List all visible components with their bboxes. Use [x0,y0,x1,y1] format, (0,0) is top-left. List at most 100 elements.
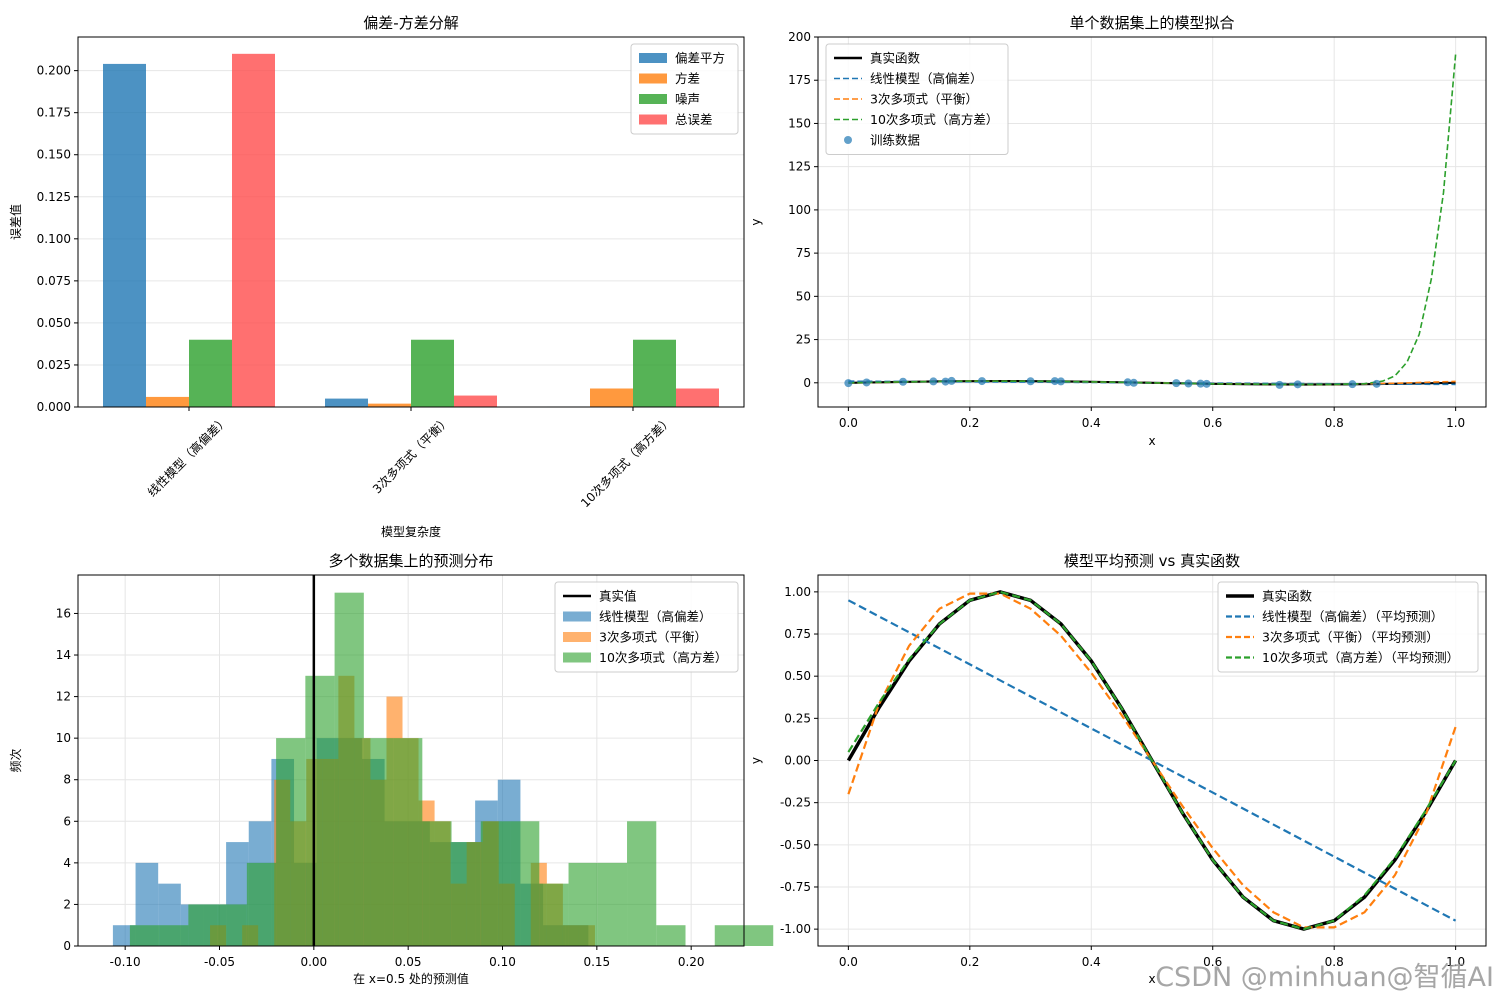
mp-xtick-label: 0.4 [1082,955,1101,969]
mp-poly3-line [847,592,1457,929]
sf-point [1184,379,1193,388]
mp-xlabel: x [1148,972,1155,986]
mp-xtick-label: 0.6 [1203,955,1222,969]
hist-bar [363,738,394,946]
prediction-dist-chart: 0 2 4 6 8 10 12 14 16 -0.10 -0.05 0.00 0.05 0.10 0.15 0… [9,552,774,986]
hist-bar [656,925,686,946]
mp-xtick-label: 1.0 [1446,955,1465,969]
sf-ylabel: y [749,218,763,225]
sf-xtick-label: 0.2 [960,416,979,430]
mp-ytick-label: 0.75 [784,627,811,641]
sf-xlabel: x [1148,434,1155,448]
bar [633,339,676,407]
pd-legend-label: 线性模型（高偏差） [599,609,712,624]
sf-ytick-label: 25 [796,333,811,347]
bv-frame [77,36,745,408]
sf-xtick-label: 0.8 [1325,416,1344,430]
pd-legend-swatch [563,611,591,622]
pd-frame [77,574,745,947]
hist-bar [188,904,218,946]
bv-ytick-label: 0.050 [37,316,71,330]
hist-bar [627,821,657,946]
sf-point [1293,380,1302,389]
hist-bar [744,925,774,946]
sf-ytick-label: 0 [803,376,811,390]
watermark: CSDN @minhuan@智循AI [1155,962,1494,993]
bar [454,395,497,407]
bv-ytick-label: 0.025 [37,358,71,372]
sf-legend-label: 3次多项式（平衡） [870,92,978,107]
bv-ytick-label: 0.100 [37,232,71,246]
pd-ytick-label: 4 [63,856,71,870]
bv-ytick-label: 0.175 [37,106,71,120]
sf-point [1348,380,1357,389]
sf-point [1129,378,1138,387]
pd-legend-swatch [563,632,591,642]
pd-ytick-label: 16 [56,606,71,620]
hist-bar [539,883,569,946]
mp-ytick-label: 0.50 [784,669,811,683]
bv-ytick-label: 0.150 [37,148,71,162]
bar [368,403,411,407]
sf-xtick-label: 0.4 [1082,416,1101,430]
pd-ytick-label: 8 [63,773,71,787]
sf-xtick-label: 0.6 [1203,416,1222,430]
sf-point [1172,379,1181,388]
mp-xtick-label: 0.0 [839,955,858,969]
bv-xlabel: 模型复杂度 [381,524,441,539]
pd-ytick-label: 6 [63,814,71,828]
sf-point [977,377,986,386]
bv-xtick-label: 线性模型（高偏差） [144,413,231,500]
sf-frame [817,36,1487,408]
mp-ytick-label: -0.25 [780,796,811,810]
hist-bar [129,925,160,946]
bar [103,63,146,408]
mp-ytick-label: 1.00 [784,585,811,599]
bv-legend-swatch [639,53,667,63]
sf-point [1372,379,1381,388]
bias-variance-chart: 0.000 0.025 0.050 0.075 0.100 0.125 0.150 0.175… [8,14,745,539]
sf-point [941,377,950,386]
mp-frame [817,574,1487,947]
sf-point [947,376,956,385]
pd-ytick-label: 10 [56,731,71,745]
pd-legend-label: 3次多项式（平衡） [599,630,707,645]
sf-point [1202,379,1211,388]
bv-ytick-label: 0.200 [37,64,71,78]
hist-bar [276,738,306,946]
pd-xtick-label: 0.10 [489,955,516,969]
sf-ytick-label: 175 [788,73,811,87]
sf-point [1196,379,1205,388]
bv-legend-label: 方差 [675,71,700,86]
pd-ytick-label: 0 [63,939,71,953]
bv-legend-swatch [639,73,667,84]
mp-poly10-line [847,590,1457,931]
bv-legend-box [630,43,739,135]
hist-bar [451,842,481,946]
sf-xtick-label: 0.0 [839,416,858,430]
bv-legend-label: 噪声 [675,92,700,107]
sf-legend-label: 线性模型（高偏差） [870,71,983,86]
sf-plot-area [844,54,1457,389]
pd-xlabel: 在 x=0.5 处的预测值 [353,971,469,986]
hist-bar [510,821,540,946]
mp-legend-label: 10次多项式（高方差）（平均预测） [1262,650,1459,665]
mp-legend-label: 真实函数 [1262,589,1313,604]
bv-legend-swatch [639,94,667,104]
pd-legend-box [554,581,739,673]
pd-ytick-label: 14 [56,648,71,662]
mp-ytick-label: -0.50 [780,838,811,852]
sf-point [844,379,853,388]
sf-point [899,377,908,386]
hist-bar [246,862,277,946]
sf-legend-label: 真实函数 [870,51,921,66]
hist-bar [159,925,189,946]
hist-bar [334,592,364,946]
mp-ytick-label: -0.75 [780,880,811,894]
hist-bar [714,925,744,946]
hist-bar [597,862,628,946]
pd-legend-swatch [563,652,591,663]
pd-xtick-label: 0.15 [583,955,610,969]
bar [189,339,232,407]
